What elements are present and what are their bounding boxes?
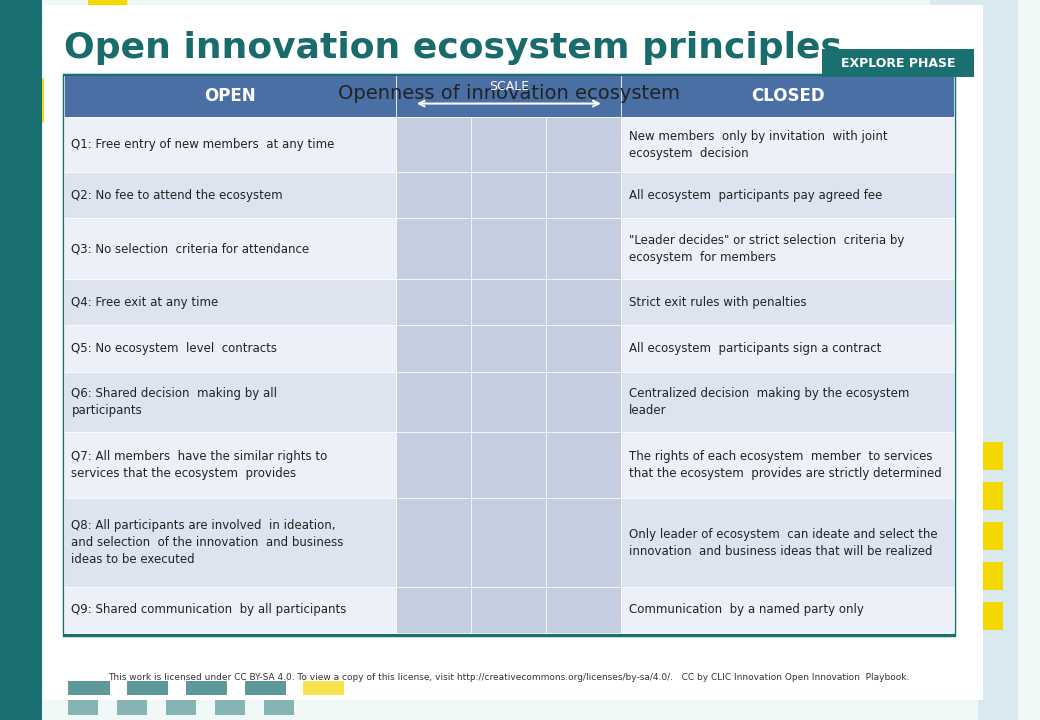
Bar	[63, 498, 396, 587]
Bar	[973, 602, 1003, 630]
Bar	[471, 117, 546, 172]
Bar	[546, 372, 621, 432]
Bar	[621, 75, 954, 117]
Text: OPEN: OPEN	[204, 87, 256, 105]
Bar	[621, 279, 954, 325]
Bar	[471, 498, 546, 587]
Bar	[396, 372, 471, 432]
Bar	[471, 432, 546, 498]
Bar	[546, 587, 621, 633]
Text: All ecosystem  participants sign a contract: All ecosystem participants sign a contra…	[629, 342, 882, 355]
Bar	[546, 498, 621, 587]
Bar	[621, 117, 954, 172]
Bar	[930, 0, 1028, 60]
Bar	[822, 49, 973, 77]
Bar	[63, 432, 396, 498]
Bar	[621, 372, 954, 432]
Bar	[396, 587, 471, 633]
Text: Openness of innovation ecosystem: Openness of innovation ecosystem	[338, 84, 680, 102]
Bar	[215, 695, 244, 715]
Bar	[63, 279, 396, 325]
Bar	[396, 279, 471, 325]
Bar	[546, 279, 621, 325]
Bar	[621, 587, 954, 633]
Bar	[118, 695, 147, 715]
Text: "Leader decides" or strict selection  criteria by
ecosystem  for members: "Leader decides" or strict selection cri…	[629, 234, 905, 264]
Bar	[396, 325, 471, 372]
Text: The rights of each ecosystem  member  to services
that the ecosystem  provides a: The rights of each ecosystem member to s…	[629, 451, 942, 480]
Bar	[973, 482, 1003, 510]
Bar	[63, 172, 396, 218]
Bar	[621, 172, 954, 218]
Bar	[396, 218, 471, 279]
Wedge shape	[0, 0, 127, 130]
Bar	[166, 695, 196, 715]
Text: Q4: Free exit at any time: Q4: Free exit at any time	[72, 296, 218, 309]
Bar	[973, 562, 1003, 590]
Text: Q8: All participants are involved  in ideation,
and selection  of the innovation: Q8: All participants are involved in ide…	[72, 519, 344, 566]
Bar	[471, 587, 546, 633]
Bar	[63, 75, 396, 117]
Bar	[471, 172, 546, 218]
Bar	[546, 432, 621, 498]
Bar	[546, 172, 621, 218]
Bar	[471, 218, 546, 279]
Bar	[396, 498, 471, 587]
Bar	[244, 681, 286, 695]
Text: Only leader of ecosystem  can ideate and select the
innovation  and business ide: Only leader of ecosystem can ideate and …	[629, 528, 938, 557]
Bar	[471, 279, 546, 325]
Text: Open innovation ecosystem principles: Open innovation ecosystem principles	[63, 31, 841, 65]
Bar	[69, 695, 98, 715]
Bar	[546, 218, 621, 279]
Bar	[304, 681, 344, 695]
Text: New members  only by invitation  with joint
ecosystem  decision: New members only by invitation with join…	[629, 130, 888, 160]
Bar	[396, 432, 471, 498]
Text: Q9: Shared communication  by all participants: Q9: Shared communication by all particip…	[72, 603, 346, 616]
Bar	[63, 325, 396, 372]
Bar	[69, 681, 109, 695]
Text: Q3: No selection  criteria for attendance: Q3: No selection criteria for attendance	[72, 242, 310, 256]
Text: Q5: No ecosystem  level  contracts: Q5: No ecosystem level contracts	[72, 342, 278, 355]
Text: Centralized decision  making by the ecosystem
leader: Centralized decision making by the ecosy…	[629, 387, 910, 417]
Text: Q1: Free entry of new members  at any time: Q1: Free entry of new members at any tim…	[72, 138, 335, 151]
Bar	[63, 117, 396, 172]
Text: CLOSED: CLOSED	[751, 87, 825, 105]
Bar	[621, 218, 954, 279]
Bar	[979, 40, 1028, 720]
Bar	[63, 75, 954, 635]
Bar	[127, 681, 168, 695]
Bar	[264, 695, 293, 715]
Bar	[973, 442, 1003, 470]
Text: SCALE: SCALE	[489, 80, 529, 94]
Bar	[621, 432, 954, 498]
Bar	[621, 325, 954, 372]
Text: Q2: No fee to attend the ecosystem: Q2: No fee to attend the ecosystem	[72, 189, 283, 202]
Text: Strict exit rules with penalties: Strict exit rules with penalties	[629, 296, 807, 309]
Bar	[546, 117, 621, 172]
Bar	[546, 325, 621, 372]
Bar	[396, 117, 471, 172]
Bar	[63, 218, 396, 279]
Bar	[63, 587, 396, 633]
Bar	[186, 681, 227, 695]
Bar	[396, 172, 471, 218]
Bar	[471, 372, 546, 432]
Text: All ecosystem  participants pay agreed fee: All ecosystem participants pay agreed fe…	[629, 189, 883, 202]
Bar	[396, 75, 621, 117]
Text: EXPLORE PHASE: EXPLORE PHASE	[841, 56, 956, 70]
Text: Communication  by a named party only: Communication by a named party only	[629, 603, 864, 616]
Text: This work is licensed under CC BY-SA 4.0. To view a copy of this license, visit : This work is licensed under CC BY-SA 4.0…	[108, 673, 910, 683]
Bar	[0, 0, 42, 720]
Bar	[973, 522, 1003, 550]
Text: Q7: All members  have the similar rights to
services that the ecosystem  provide: Q7: All members have the similar rights …	[72, 451, 328, 480]
Bar	[471, 325, 546, 372]
Text: Q6: Shared decision  making by all
participants: Q6: Shared decision making by all partic…	[72, 387, 278, 417]
Bar	[63, 372, 396, 432]
Bar	[621, 498, 954, 587]
